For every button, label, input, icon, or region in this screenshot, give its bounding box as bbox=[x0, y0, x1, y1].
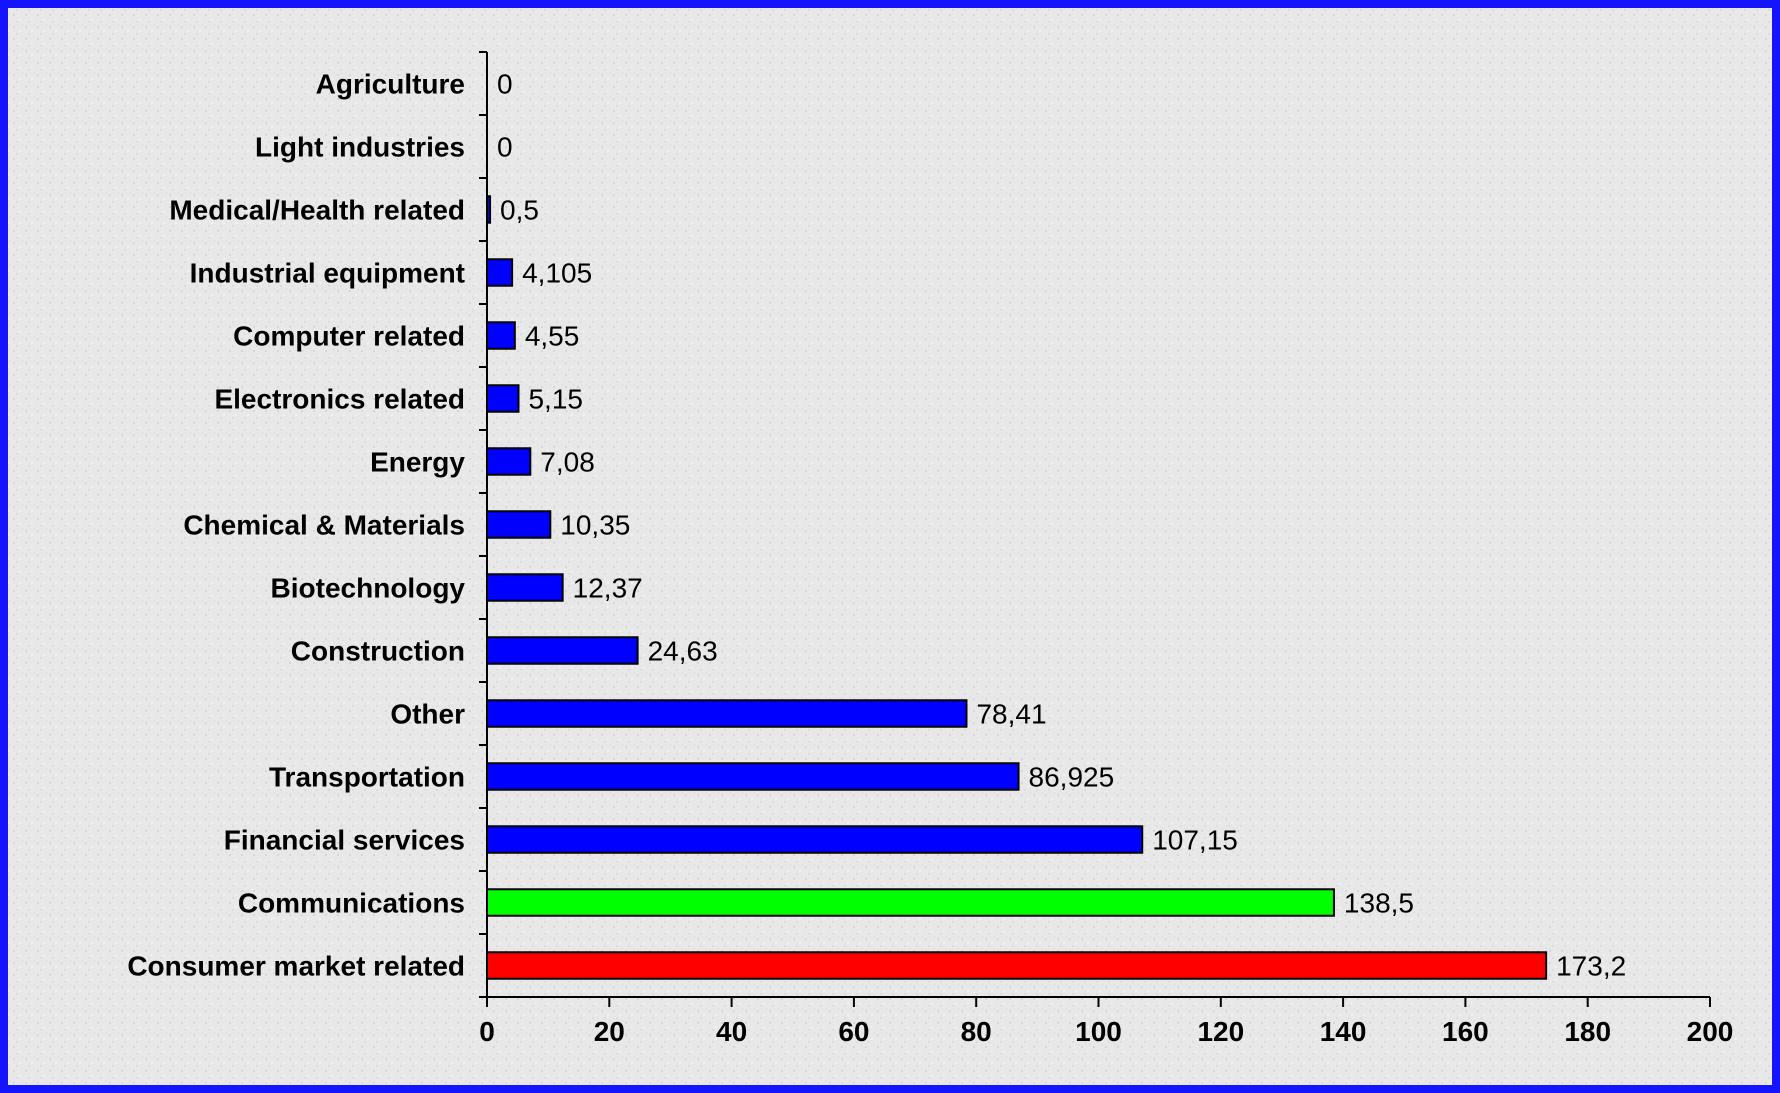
x-tick-label: 20 bbox=[594, 1016, 625, 1047]
x-tick-label: 0 bbox=[479, 1016, 495, 1047]
data-label: 0 bbox=[497, 132, 513, 163]
data-label: 4,105 bbox=[522, 258, 592, 289]
category-label: Communications bbox=[238, 888, 465, 919]
x-tick-label: 60 bbox=[838, 1016, 869, 1047]
bar bbox=[486, 384, 520, 413]
category-label: Other bbox=[390, 699, 465, 730]
x-tick-label: 120 bbox=[1197, 1016, 1244, 1047]
data-label: 0,5 bbox=[500, 195, 539, 226]
data-label: 12,37 bbox=[573, 573, 643, 604]
category-label: Chemical & Materials bbox=[183, 510, 465, 541]
bar bbox=[486, 195, 492, 224]
category-labels: Agriculture Light industries Medical/Healt… bbox=[127, 69, 465, 982]
category-label: Biotechnology bbox=[271, 573, 466, 604]
x-tick-label: 140 bbox=[1320, 1016, 1367, 1047]
category-label: Medical/Health related bbox=[169, 195, 465, 226]
bar bbox=[486, 573, 564, 602]
data-label: 5,15 bbox=[528, 384, 583, 415]
x-tick-label: 80 bbox=[961, 1016, 992, 1047]
x-axis-ticks: 0 20 40 60 80 100 120 140 160 180 200 bbox=[479, 997, 1733, 1047]
value-labels: 0 0 0,5 4,105 4,55 5,15 7,08 10,35 12,37 24,63 78,… bbox=[497, 69, 1626, 982]
bar bbox=[486, 510, 552, 539]
category-label: Industrial equipment bbox=[190, 258, 465, 289]
x-tick-label: 200 bbox=[1687, 1016, 1734, 1047]
category-label: Energy bbox=[370, 447, 465, 478]
category-label: Consumer market related bbox=[127, 951, 465, 982]
x-tick-label: 160 bbox=[1442, 1016, 1489, 1047]
bar bbox=[486, 258, 514, 287]
bar bbox=[486, 825, 1144, 854]
category-label: Financial services bbox=[224, 825, 465, 856]
data-label: 4,55 bbox=[525, 321, 580, 352]
data-label: 0 bbox=[497, 69, 513, 100]
bar bbox=[486, 447, 532, 476]
bar bbox=[486, 888, 1335, 917]
bar bbox=[486, 762, 1020, 791]
data-label: 173,2 bbox=[1556, 951, 1626, 982]
category-label: Light industries bbox=[255, 132, 465, 163]
category-label: Transportation bbox=[269, 762, 465, 793]
data-label: 24,63 bbox=[648, 636, 718, 667]
data-label: 86,925 bbox=[1029, 762, 1115, 793]
bar bbox=[486, 636, 639, 665]
x-tick-label: 100 bbox=[1075, 1016, 1122, 1047]
category-label: Electronics related bbox=[214, 384, 465, 415]
data-label: 10,35 bbox=[560, 510, 630, 541]
bar bbox=[486, 699, 968, 728]
category-label: Computer related bbox=[233, 321, 465, 352]
data-label: 78,41 bbox=[976, 699, 1046, 730]
x-tick-label: 40 bbox=[716, 1016, 747, 1047]
data-label: 138,5 bbox=[1344, 888, 1414, 919]
x-tick-label: 180 bbox=[1564, 1016, 1611, 1047]
data-label: 107,15 bbox=[1152, 825, 1238, 856]
bars bbox=[486, 195, 1548, 980]
category-label: Agriculture bbox=[316, 69, 465, 100]
data-label: 7,08 bbox=[540, 447, 595, 478]
bar bbox=[486, 951, 1548, 980]
category-label: Construction bbox=[291, 636, 465, 667]
bar bbox=[486, 321, 516, 350]
